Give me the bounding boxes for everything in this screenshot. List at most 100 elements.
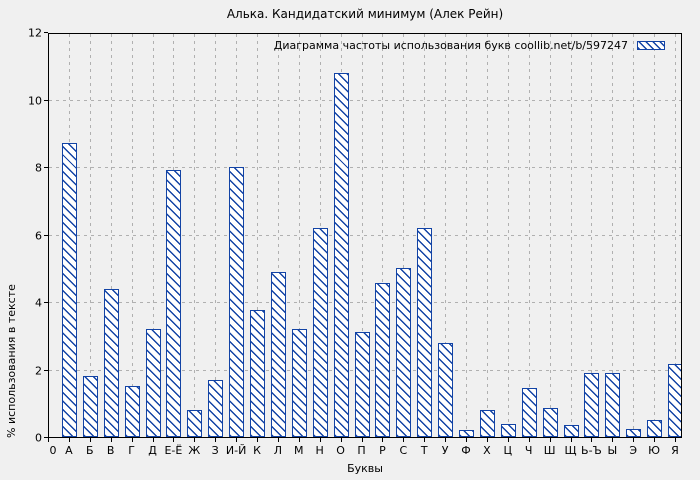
x-tick: [633, 438, 635, 442]
bar: [500, 423, 516, 437]
y-tick: [44, 99, 48, 101]
x-tick: [654, 438, 656, 442]
bar: [479, 410, 495, 437]
x-tick-label: В: [106, 444, 115, 457]
x-tick-label: И-Й: [225, 444, 247, 457]
x-tick: [257, 438, 258, 442]
bar: [584, 372, 600, 437]
y-tick: [44, 437, 48, 438]
v-gridline: [277, 34, 279, 437]
v-gridline: [403, 34, 405, 437]
x-tick-label: П: [357, 444, 366, 457]
v-gridline: [486, 34, 488, 437]
x-tick-label: Э: [629, 444, 638, 457]
x-tick-label: О: [336, 444, 345, 457]
x-tick: [675, 438, 676, 442]
y-tick-label: 6: [35, 229, 42, 242]
x-tick-label: К: [253, 444, 261, 457]
v-gridline: [298, 34, 300, 437]
bar: [354, 332, 370, 437]
x-tick: [131, 438, 133, 442]
x-tick: [424, 438, 426, 442]
x-tick-label: Л: [273, 444, 283, 457]
bar: [291, 329, 307, 437]
x-tick: [277, 438, 279, 442]
x-tick-label: Ж: [188, 444, 201, 457]
bar: [647, 420, 663, 437]
bar: [626, 428, 642, 437]
v-gridline: [445, 34, 447, 437]
bar: [563, 425, 579, 437]
x-tick-label: Я: [671, 444, 679, 457]
legend-swatch-icon: [637, 41, 665, 50]
bar: [438, 342, 454, 437]
x-tick: [528, 438, 530, 442]
x-tick-label: Н: [315, 444, 324, 457]
v-gridline: [131, 34, 133, 437]
bar: [668, 364, 681, 437]
v-gridline: [612, 34, 614, 437]
v-gridline: [89, 34, 91, 437]
v-gridline: [507, 34, 509, 437]
y-tick-label: 8: [35, 161, 42, 175]
v-gridline: [361, 34, 363, 437]
x-tick-label: М: [294, 444, 304, 457]
bar: [417, 227, 433, 437]
bar: [312, 227, 328, 437]
x-tick-label: Ы: [607, 444, 618, 457]
v-gridline: [654, 34, 656, 437]
y-tick: [44, 302, 48, 303]
x-tick: [68, 438, 70, 442]
v-gridline: [633, 34, 635, 437]
x-tick: [173, 438, 175, 442]
y-tick: [44, 32, 48, 33]
h-gridline: [49, 234, 681, 236]
v-gridline: [110, 34, 112, 437]
bar: [521, 388, 537, 437]
v-gridline: [570, 34, 572, 437]
bar: [103, 288, 119, 437]
x-tick: [152, 438, 154, 442]
x-tick: [89, 438, 91, 442]
bar: [187, 410, 203, 437]
x-tick-label: Ц: [503, 444, 513, 457]
v-gridline: [152, 34, 154, 437]
v-gridline: [257, 34, 258, 437]
x-tick: [445, 438, 447, 442]
x-tick: [319, 438, 321, 442]
x-tick-label: Ш: [543, 444, 556, 457]
bar: [396, 268, 412, 437]
bar: [145, 329, 161, 437]
h-gridline: [49, 167, 681, 168]
v-gridline: [591, 34, 593, 437]
x-tick-label: Д: [148, 444, 157, 457]
x-tick: [570, 438, 572, 442]
x-tick: [298, 438, 300, 442]
x-tick: [403, 438, 405, 442]
v-gridline: [466, 34, 467, 437]
y-tick-label: 10: [28, 94, 42, 107]
x-tick-label: У: [441, 444, 449, 457]
x-tick: [340, 438, 342, 442]
x-tick: [591, 438, 593, 442]
bar: [82, 376, 98, 437]
v-gridline: [549, 34, 551, 437]
chart-title: Алька. Кандидатский минимум (Алек Рейн): [226, 7, 504, 21]
y-tick: [44, 234, 48, 236]
bar: [61, 143, 77, 437]
x-tick: [507, 438, 509, 442]
bar: [208, 379, 224, 437]
y-tick-label: 0: [35, 431, 42, 445]
y-tick: [44, 369, 48, 371]
x-tick: [549, 438, 551, 442]
x-tick-label: С: [399, 444, 408, 457]
x-tick: [361, 438, 363, 442]
x-tick: [48, 438, 49, 442]
x-tick-label: Т: [420, 444, 428, 457]
bar: [542, 408, 558, 437]
v-gridline: [215, 34, 217, 437]
bar: [375, 283, 391, 437]
legend: Диаграмма частоты использования букв coo…: [274, 39, 665, 52]
x-tick-label: Е-Ё: [164, 444, 183, 457]
